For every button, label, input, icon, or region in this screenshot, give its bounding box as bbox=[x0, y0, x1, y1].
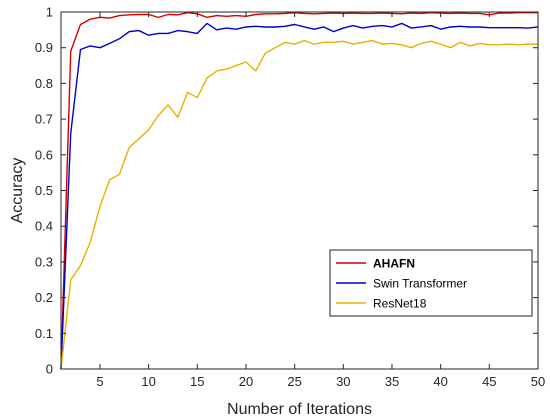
x-tick-label: 40 bbox=[433, 374, 447, 389]
series-line-ahafn bbox=[60, 12, 538, 370]
y-tick-label: 0.3 bbox=[35, 254, 53, 269]
x-tick-label: 30 bbox=[336, 374, 350, 389]
series-line-resnet18 bbox=[60, 39, 538, 370]
series-line-swin-transformer bbox=[60, 22, 539, 370]
x-tick-label: 5 bbox=[96, 374, 103, 389]
x-tick-label: 50 bbox=[531, 374, 545, 389]
x-tick-label: 20 bbox=[239, 374, 253, 389]
x-axis-title: Number of Iterations bbox=[227, 401, 372, 418]
y-tick-label: 0.2 bbox=[35, 290, 53, 305]
y-axis-title: Accuracy bbox=[9, 158, 26, 224]
y-tick-label: 0 bbox=[46, 362, 53, 377]
legend-label: AHAFN bbox=[373, 257, 415, 271]
x-tick-label: 25 bbox=[287, 374, 301, 389]
y-tick-label: 0.6 bbox=[35, 147, 53, 162]
legend: AHAFN Swin Transformer ResNet18 bbox=[329, 249, 533, 317]
y-tick-label: 1 bbox=[46, 5, 53, 20]
axes-layer: 5 10 15 20 25 30 35 40 45 50 0 0.1 0.2 0.3 0.4 0.5 0.6 0.… bbox=[35, 5, 545, 390]
y-tick-label: 0.5 bbox=[35, 183, 53, 198]
y-tick-label: 0.7 bbox=[35, 112, 53, 127]
x-tick-label: 45 bbox=[482, 374, 496, 389]
y-tick-label: 0.8 bbox=[35, 76, 53, 91]
x-tick-label: 10 bbox=[141, 374, 155, 389]
legend-label: ResNet18 bbox=[373, 297, 427, 311]
y-tick-label: 0.4 bbox=[35, 219, 53, 234]
legend-label: Swin Transformer bbox=[373, 277, 467, 291]
x-tick-label: 35 bbox=[385, 374, 399, 389]
series-layer bbox=[60, 12, 539, 370]
y-tick-label: 0.9 bbox=[35, 40, 53, 55]
x-tick-label: 15 bbox=[190, 374, 204, 389]
y-tick-label: 0.1 bbox=[35, 326, 53, 341]
